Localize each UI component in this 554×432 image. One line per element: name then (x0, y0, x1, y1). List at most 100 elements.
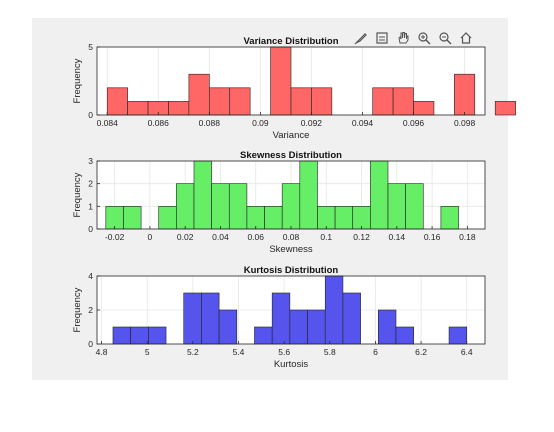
x-tick-label: -0.02 (105, 232, 125, 242)
x-tick-label: 0.16 (424, 232, 441, 242)
y-tick-label: 1 (88, 201, 93, 211)
y-tick-label: 4 (88, 271, 93, 281)
histogram-bar (307, 309, 326, 345)
pan-icon[interactable] (394, 29, 412, 47)
axes-box (96, 46, 486, 116)
x-tick-label: 0.08 (283, 232, 300, 242)
histogram-bar (123, 206, 142, 230)
histogram-bar (264, 206, 283, 230)
x-tick-label: 6 (373, 347, 378, 357)
x-tick-label: 0.12 (353, 232, 370, 242)
x-tick-label: 0.094 (352, 118, 374, 128)
histogram-bar (270, 46, 292, 116)
histogram-bar (112, 326, 131, 345)
y-tick-label: 0 (88, 224, 93, 234)
histogram-bar (193, 160, 212, 230)
subplot-3: 4.8 5 5.2 5.4 5.6 5.8 6 6.2 6.4 0 2 4 Kurtosis Distr… (72, 265, 486, 370)
x-tick-label: 5.8 (324, 347, 336, 357)
x-axis-label: Kurtosis (274, 359, 309, 370)
histogram-bar (254, 326, 273, 345)
histogram-bar (229, 87, 251, 116)
x-tick-label: 5.2 (187, 347, 199, 357)
histogram-bar (228, 183, 248, 230)
y-tick-label: 0 (88, 110, 93, 120)
histogram-bar (387, 183, 406, 230)
x-tick-label: 0.14 (389, 232, 406, 242)
data-tip-icon[interactable] (373, 29, 391, 47)
x-tick-label: 0.084 (97, 118, 119, 128)
x-tick-label: 5.6 (278, 347, 290, 357)
histogram-bar (127, 101, 149, 116)
histogram-bar (176, 183, 195, 230)
home-icon[interactable] (457, 29, 475, 47)
histogram-bar (218, 309, 238, 345)
x-tick-label: 4.8 (96, 347, 108, 357)
histogram-bar (311, 87, 333, 116)
histogram-bar (395, 326, 414, 345)
histogram-bar (317, 206, 336, 230)
histogram-bar (289, 309, 308, 345)
subplot-title: Skewness Distribution (240, 150, 342, 161)
histogram-bar (106, 87, 128, 116)
y-tick-label: 3 (88, 156, 93, 166)
histogram-bar (201, 292, 220, 345)
x-tick-label: 6.4 (461, 347, 473, 357)
x-axis-label: Skewness (269, 244, 313, 255)
histogram-bar (405, 183, 424, 230)
subplot-title: Kurtosis Distribution (244, 265, 339, 276)
y-tick-label: 0 (88, 339, 93, 349)
histogram-bar (271, 292, 291, 345)
histogram-bar (370, 160, 389, 230)
x-tick-label: 0.088 (199, 118, 221, 128)
y-tick-label: 2 (88, 305, 93, 315)
histogram-bar (130, 326, 149, 345)
x-tick-label: 0.09 (252, 118, 269, 128)
x-tick-label: 0.18 (459, 232, 476, 242)
y-tick-label: 2 (88, 179, 93, 189)
x-tick-label: 0.098 (454, 118, 476, 128)
x-tick-label: 0 (148, 232, 153, 242)
x-tick-label: 0.02 (177, 232, 194, 242)
axes-toolbar (352, 28, 475, 48)
brush-icon[interactable] (352, 29, 370, 47)
histogram-bar (209, 87, 231, 116)
histogram-bar (334, 206, 354, 230)
x-tick-label: 0.1 (320, 232, 332, 242)
histogram-bar (454, 73, 476, 116)
zoom-out-icon[interactable] (436, 29, 454, 47)
y-axis-label: Frequency (72, 287, 83, 332)
histogram-bar (352, 206, 371, 230)
histogram-bar (281, 183, 301, 230)
histogram-bar (105, 206, 124, 230)
x-tick-label: 0.04 (212, 232, 229, 242)
x-tick-label: 0.092 (301, 118, 323, 128)
histogram-bar (168, 101, 190, 116)
y-tick-label: 5 (88, 42, 93, 52)
subplot-1: 0.084 0.086 0.088 0.09 0.092 0.094 0.096 0.098 0… (72, 36, 516, 141)
histogram-bar (440, 206, 459, 230)
histogram-bar (211, 183, 230, 230)
histogram-bar (246, 206, 265, 230)
histogram-bar (494, 101, 516, 116)
subplot-title: Variance Distribution (243, 36, 338, 47)
zoom-in-icon[interactable] (415, 29, 433, 47)
histogram-bar (342, 292, 361, 345)
x-tick-label: 5 (145, 347, 150, 357)
y-axis-label: Frequency (72, 172, 83, 217)
x-tick-label: 5.4 (233, 347, 245, 357)
x-axis-label: Variance (273, 130, 310, 141)
histogram-bar (392, 87, 414, 116)
histogram-bar (324, 275, 344, 345)
histogram-bar (372, 87, 394, 116)
x-tick-label: 0.096 (403, 118, 425, 128)
histogram-bar (148, 326, 167, 345)
histogram-bar (448, 326, 468, 345)
histogram-bar (188, 73, 210, 116)
subplot-2: -0.02 0 0.02 0.04 0.06 0.08 0.1 0.12 0.14 0.16 0.1… (72, 150, 486, 255)
histogram-bar (299, 160, 318, 230)
x-tick-label: 0.06 (247, 232, 264, 242)
histogram-bar (183, 292, 202, 345)
histogram-bar (158, 206, 177, 230)
y-axis-label: Frequency (72, 58, 83, 103)
